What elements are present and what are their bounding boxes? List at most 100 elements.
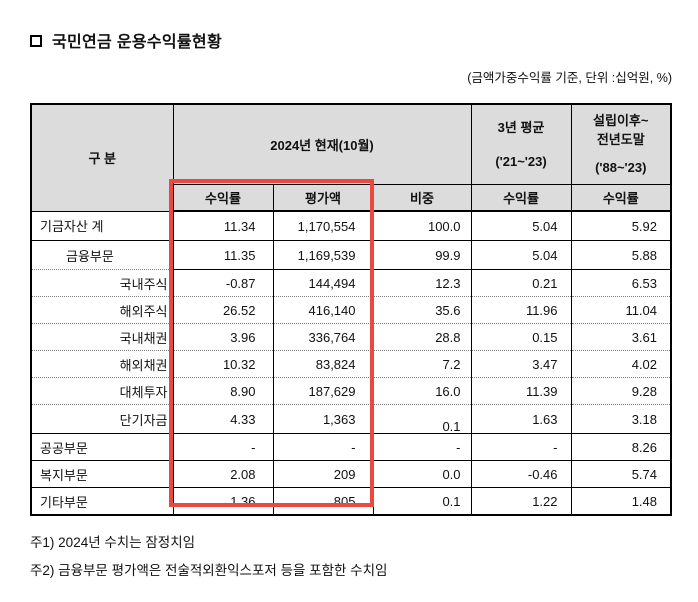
cell-weight: 99.9 <box>372 240 472 270</box>
cell-return-inception: 11.04 <box>570 296 672 324</box>
cell-weight: 0.0 <box>372 460 472 488</box>
cell-weight: 35.6 <box>372 296 472 324</box>
table-row-short-term: 단기자금 4.33 1,363 0.1 1.63 3.18 <box>30 404 672 434</box>
sub-header-weight: 비중 <box>372 183 472 212</box>
footnote-1: 주1) 2024년 수치는 잠정치임 <box>30 535 196 550</box>
page-title-text: 국민연금 운용수익률현황 <box>52 34 222 51</box>
cell-return-inception: 3.18 <box>570 404 672 434</box>
cell-weight: 0.1 <box>372 404 472 434</box>
row-label: 대체투자 <box>30 377 174 405</box>
row-label: 단기자금 <box>30 404 174 434</box>
sub-header-valuation: 평가액 <box>272 183 374 212</box>
cell-return-3yr: 5.04 <box>470 240 572 270</box>
cell-valuation-2024: 1,363 <box>272 404 374 434</box>
cell-weight: 16.0 <box>372 377 472 405</box>
cell-return-inception: 3.61 <box>570 323 672 351</box>
cell-weight-value: 0.1 <box>442 418 461 434</box>
cell-return-3yr: 3.47 <box>470 350 572 378</box>
cell-weight: - <box>372 433 472 461</box>
row-label: 해외주식 <box>30 296 174 324</box>
table-row-global-bond: 해외채권 10.32 83,824 7.2 3.47 4.02 <box>30 350 672 378</box>
cell-return-2024: 4.33 <box>172 404 274 434</box>
col-header-2024: 2024년 현재(10월) <box>172 103 472 185</box>
cell-return-3yr: 1.22 <box>470 487 572 515</box>
cell-valuation-2024: 1,169,539 <box>272 240 374 270</box>
col-header-category: 구 분 <box>30 103 174 212</box>
cell-return-2024: 26.52 <box>172 296 274 324</box>
sub-header-return-3yr: 수익률 <box>470 183 572 212</box>
unit-note: (금액가중수익률 기준, 단위 :십억원, %) <box>467 71 672 85</box>
cell-return-3yr: 0.21 <box>470 269 572 297</box>
cell-return-inception: 8.26 <box>570 433 672 461</box>
cell-return-2024: -0.87 <box>172 269 274 297</box>
returns-table-wrap: 구 분 2024년 현재(10월) 3년 평균 ('21~'23) 설립이후~ … <box>30 103 673 516</box>
table-row-public: 공공부문 - - - - 8.26 <box>30 433 672 461</box>
footnote-2: 주2) 금융부문 평가액은 전술적외환익스포저 등을 포함한 수치임 <box>30 563 388 578</box>
cell-return-2024: 10.32 <box>172 350 274 378</box>
cell-valuation-2024: 209 <box>272 460 374 488</box>
returns-table: 구 분 2024년 현재(10월) 3년 평균 ('21~'23) 설립이후~ … <box>30 103 673 516</box>
table-row-welfare: 복지부문 2.08 209 0.0 -0.46 5.74 <box>30 460 672 488</box>
cell-return-2024: 11.35 <box>172 240 274 270</box>
cell-weight: 12.3 <box>372 269 472 297</box>
cell-valuation-2024: 805 <box>272 487 374 515</box>
col-header-inception-line1: 설립이후~ <box>593 113 649 129</box>
header-row-1: 구 분 2024년 현재(10월) 3년 평균 ('21~'23) 설립이후~ … <box>30 103 672 212</box>
cell-return-2024: 2.08 <box>172 460 274 488</box>
table-row-domestic-bond: 국내채권 3.96 336,764 28.8 0.15 3.61 <box>30 323 672 351</box>
cell-valuation-2024: 187,629 <box>272 377 374 405</box>
cell-return-3yr: -0.46 <box>470 460 572 488</box>
header-row-2: 수익률 평가액 비중 수익률 수익률 <box>31 183 672 212</box>
col-header-3yr-line2: ('21~'23) <box>495 153 547 169</box>
cell-return-3yr: 5.04 <box>470 210 572 241</box>
col-header-3yr-line1: 3년 평균 <box>497 119 545 135</box>
row-label: 국내채권 <box>30 323 174 351</box>
col-header-inception: 설립이후~ 전년도말 ('88~'23) <box>570 103 672 185</box>
cell-weight: 100.0 <box>372 210 472 241</box>
page-title: 국민연금 운용수익률현황 <box>30 28 222 52</box>
table-row-alternatives: 대체투자 8.90 187,629 16.0 11.39 9.28 <box>30 377 672 405</box>
row-label: 복지부문 <box>30 460 174 488</box>
col-header-3yr: 3년 평균 ('21~'23) <box>470 103 572 185</box>
cell-return-2024: 1.36 <box>172 487 274 515</box>
row-label: 기타부문 <box>30 487 174 515</box>
section-square-icon <box>30 34 42 47</box>
col-header-inception-line3: ('88~'23) <box>595 160 647 176</box>
row-label: 기금자산 계 <box>30 210 174 241</box>
cell-return-3yr: 1.63 <box>470 404 572 434</box>
row-label: 금융부문 <box>30 240 174 270</box>
cell-return-2024: - <box>172 433 274 461</box>
cell-return-2024: 11.34 <box>172 210 274 241</box>
cell-return-inception: 5.92 <box>570 210 672 241</box>
table-row-total: 기금자산 계 11.34 1,170,554 100.0 5.04 5.92 <box>30 210 672 241</box>
cell-return-inception: 6.53 <box>570 269 672 297</box>
row-label: 해외채권 <box>30 350 174 378</box>
cell-return-inception: 9.28 <box>570 377 672 405</box>
table-row-domestic-equity: 국내주식 -0.87 144,494 12.3 0.21 6.53 <box>30 269 672 297</box>
cell-return-inception: 4.02 <box>570 350 672 378</box>
cell-return-3yr: - <box>470 433 572 461</box>
sub-header-return-inception: 수익률 <box>570 183 672 212</box>
cell-return-3yr: 11.96 <box>470 296 572 324</box>
cell-valuation-2024: 83,824 <box>272 350 374 378</box>
cell-valuation-2024: 336,764 <box>272 323 374 351</box>
cell-valuation-2024: 416,140 <box>272 296 374 324</box>
row-label: 공공부문 <box>30 433 174 461</box>
footnotes: 주1) 2024년 수치는 잠정치임 주2) 금융부문 평가액은 전술적외환익스… <box>30 529 387 585</box>
cell-valuation-2024: 144,494 <box>272 269 374 297</box>
cell-return-inception: 1.48 <box>570 487 672 515</box>
cell-return-2024: 3.96 <box>172 323 274 351</box>
cell-weight: 28.8 <box>372 323 472 351</box>
row-label: 국내주식 <box>30 269 174 297</box>
cell-return-inception: 5.74 <box>570 460 672 488</box>
table-row-financial: 금융부문 11.35 1,169,539 99.9 5.04 5.88 <box>30 240 672 270</box>
cell-valuation-2024: 1,170,554 <box>272 210 374 241</box>
cell-valuation-2024: - <box>272 433 374 461</box>
col-header-inception-line2: 전년도말 <box>596 132 645 148</box>
table-row-other: 기타부문 1.36 805 0.1 1.22 1.48 <box>30 487 672 515</box>
cell-return-3yr: 0.15 <box>470 323 572 351</box>
cell-return-3yr: 11.39 <box>470 377 572 405</box>
sub-header-return: 수익률 <box>172 183 274 212</box>
cell-return-inception: 5.88 <box>570 240 672 270</box>
